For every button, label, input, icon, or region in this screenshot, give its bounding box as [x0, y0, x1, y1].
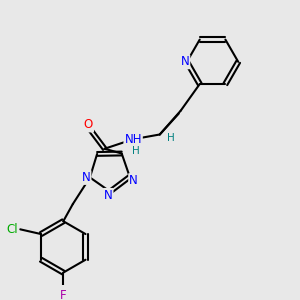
Text: H: H: [167, 133, 175, 143]
Text: O: O: [84, 118, 93, 131]
Text: Cl: Cl: [7, 223, 18, 236]
Text: N: N: [104, 189, 112, 202]
Text: N: N: [129, 174, 138, 187]
Text: N: N: [82, 171, 91, 184]
Text: NH: NH: [124, 133, 142, 146]
Text: H: H: [132, 146, 140, 156]
Text: N: N: [181, 55, 189, 68]
Text: F: F: [60, 289, 67, 300]
